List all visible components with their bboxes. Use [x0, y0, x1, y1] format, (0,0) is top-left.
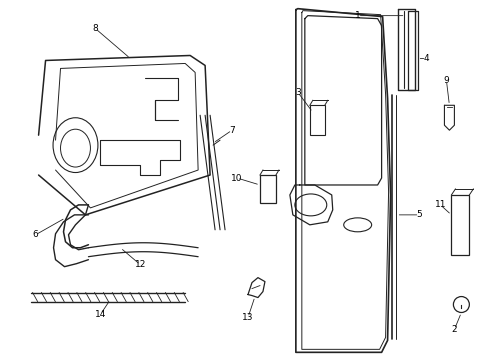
Text: 7: 7: [229, 126, 234, 135]
Text: 10: 10: [231, 174, 242, 183]
Text: 2: 2: [450, 325, 456, 334]
Text: 13: 13: [242, 313, 253, 322]
Text: 9: 9: [443, 76, 448, 85]
Text: 12: 12: [134, 260, 146, 269]
Text: 4: 4: [423, 54, 428, 63]
Text: 14: 14: [95, 310, 106, 319]
Text: 5: 5: [416, 210, 422, 219]
Text: 3: 3: [294, 88, 300, 97]
Text: 8: 8: [92, 24, 98, 33]
Bar: [309, 105, 324, 135]
Bar: [450, 195, 468, 255]
Text: 11: 11: [434, 201, 445, 210]
Text: 6: 6: [33, 230, 39, 239]
Bar: [260, 175, 275, 203]
Text: 1: 1: [354, 11, 360, 20]
